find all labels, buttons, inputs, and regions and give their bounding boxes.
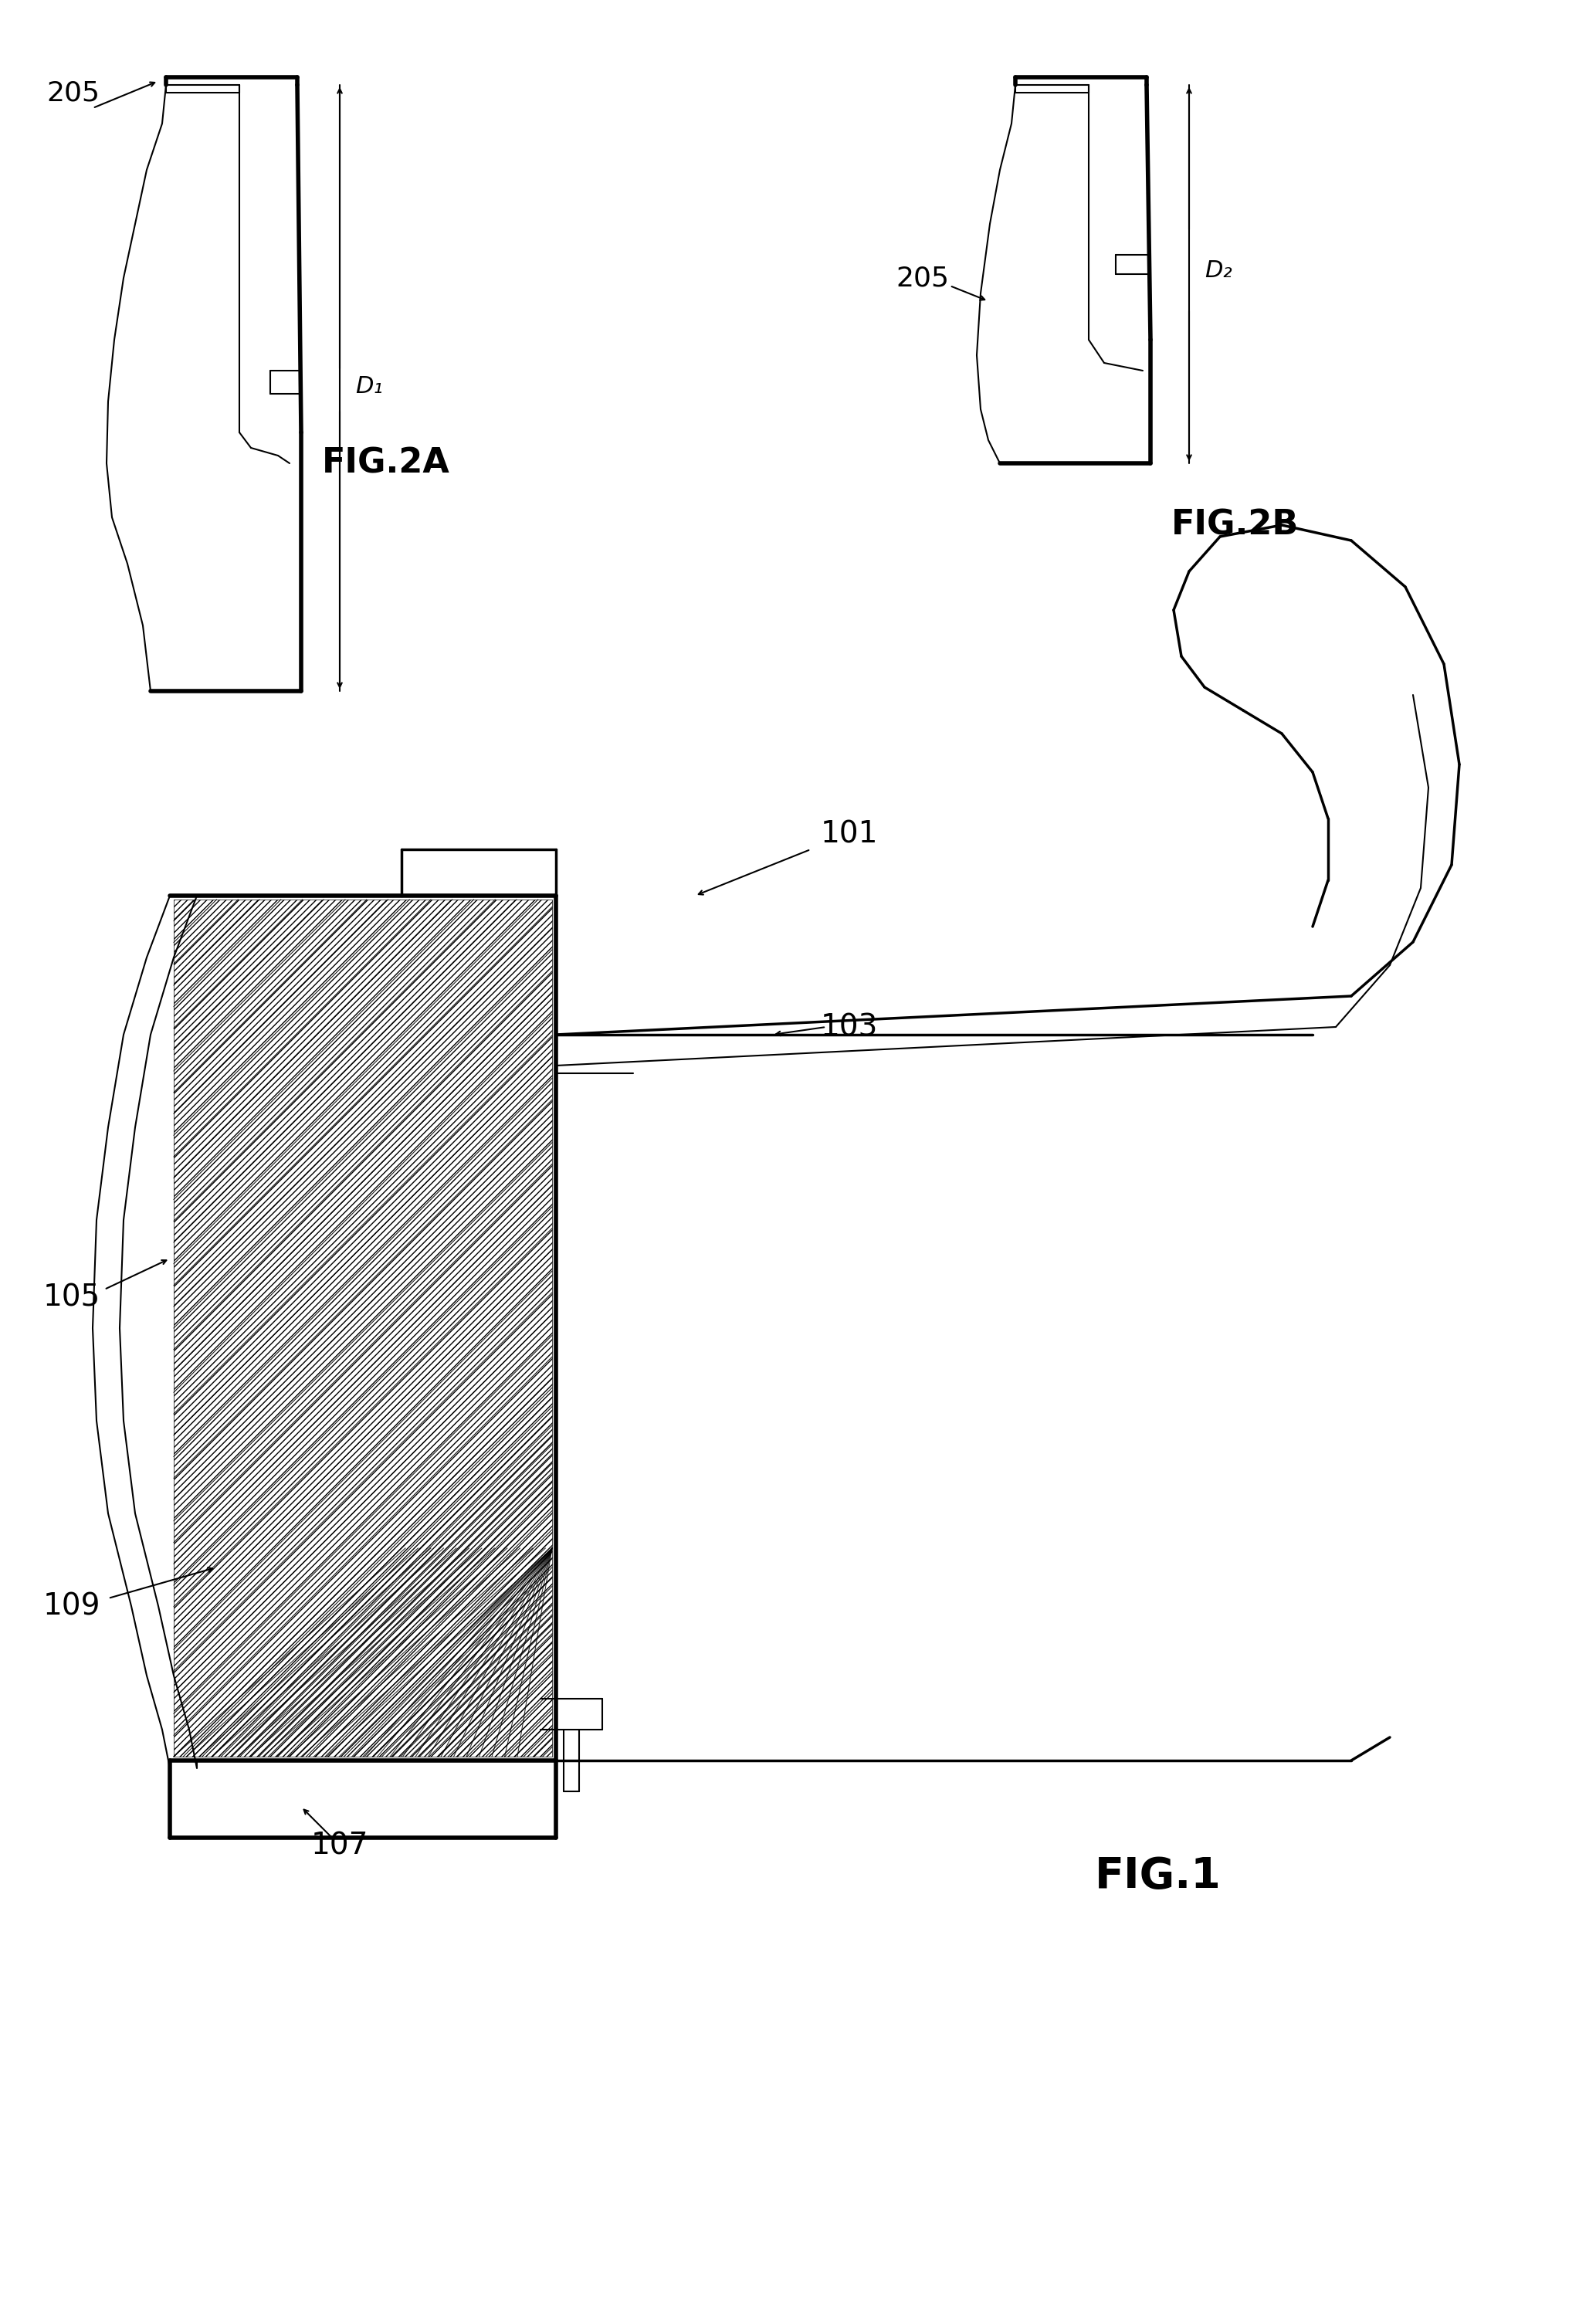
Text: FIG.2A: FIG.2A xyxy=(322,446,450,481)
Text: 101: 101 xyxy=(820,819,878,849)
Text: 205: 205 xyxy=(895,265,950,292)
Text: 105: 105 xyxy=(43,1282,101,1312)
Text: 103: 103 xyxy=(820,1012,878,1042)
Text: FIG.2B: FIG.2B xyxy=(1171,509,1299,541)
Text: D₂: D₂ xyxy=(1205,260,1232,281)
Bar xyxy=(174,900,552,1756)
Text: FIG.1: FIG.1 xyxy=(1095,1855,1221,1896)
Text: 109: 109 xyxy=(43,1592,101,1620)
Text: 107: 107 xyxy=(311,1832,369,1859)
Text: 205: 205 xyxy=(46,81,101,106)
Text: D₁: D₁ xyxy=(356,375,383,398)
